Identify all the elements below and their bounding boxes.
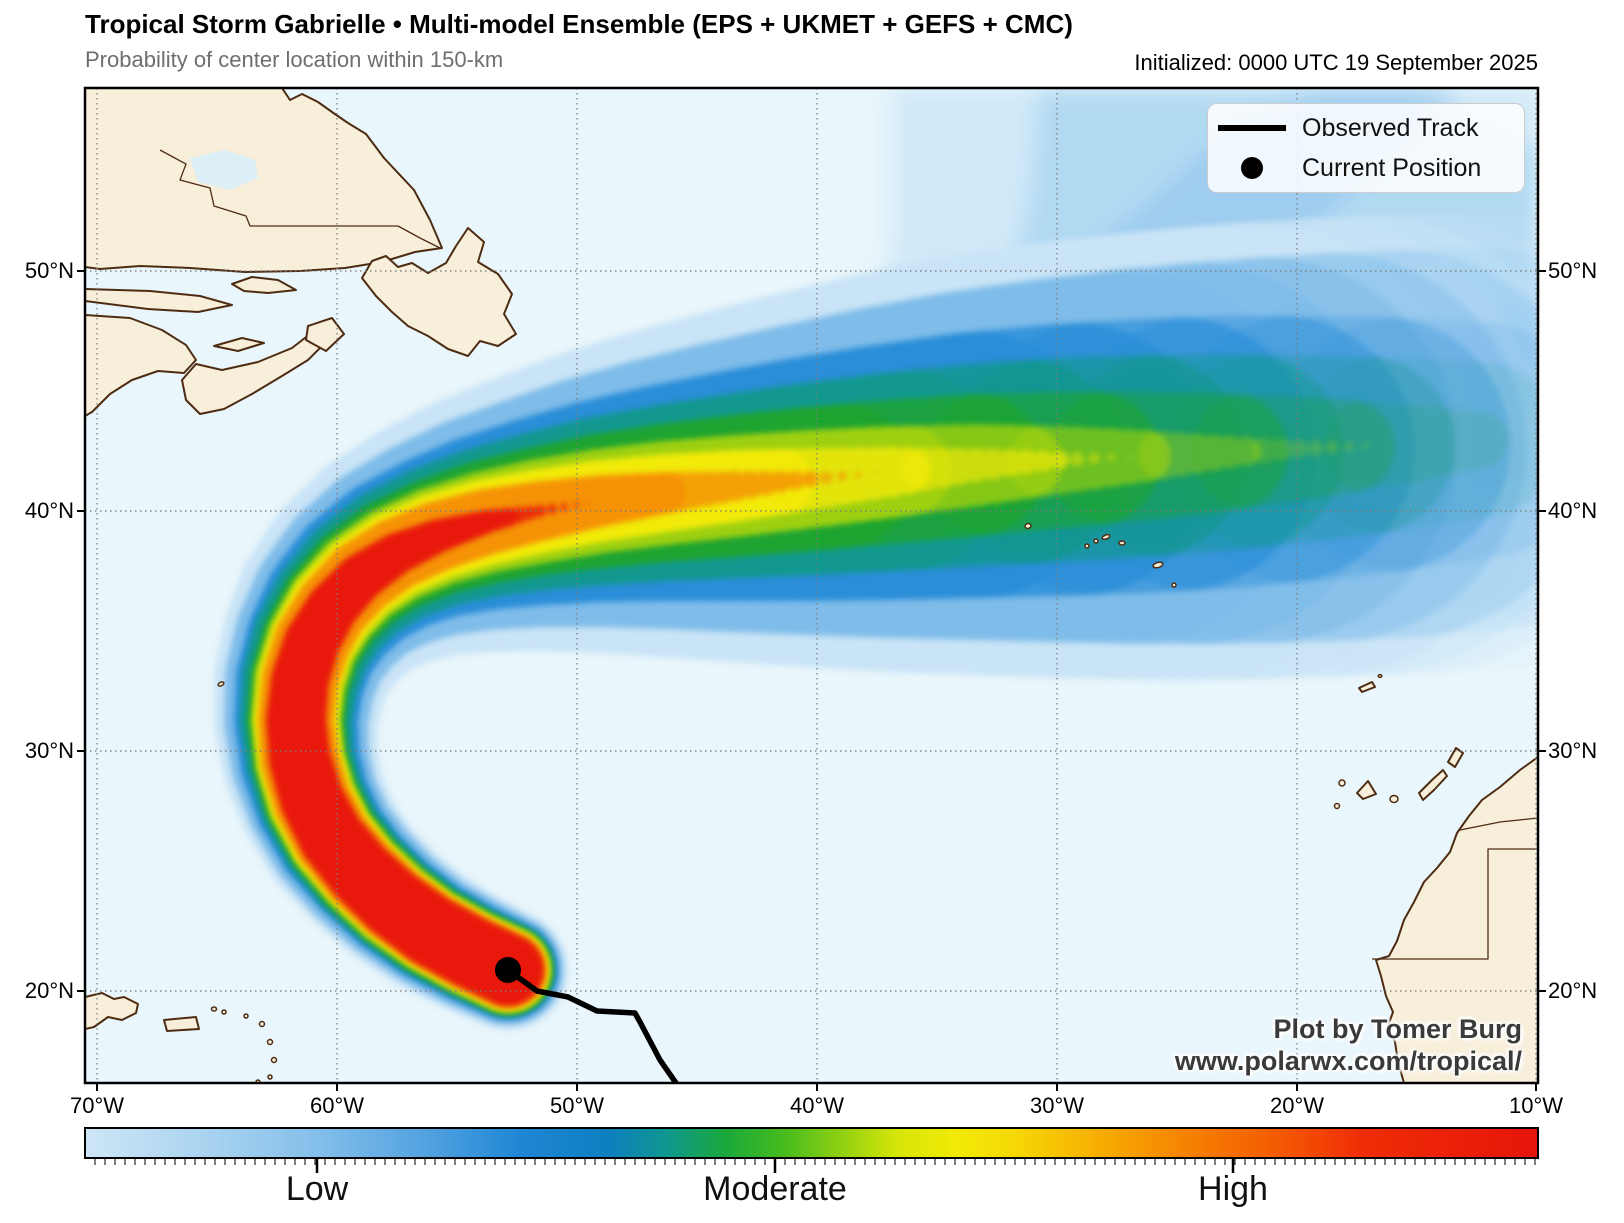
islet-virgin-2 (221, 1009, 227, 1015)
islet-leeward-3 (266, 1038, 274, 1046)
colorbar-major-ticks (315, 1159, 1235, 1173)
islet-azores-5 (1118, 540, 1126, 546)
lat-label-right: 50°N (1548, 258, 1598, 283)
page-subtitle: Probability of center location within 15… (85, 47, 504, 72)
lon-label: 10°W (1508, 1093, 1564, 1118)
current-position-dot-icon (1218, 157, 1286, 179)
lanzarote (1447, 747, 1464, 768)
legend-row-observed-track: Observed Track (1208, 108, 1524, 148)
islet-bermuda (217, 681, 225, 687)
lake (190, 150, 258, 190)
puerto-rico (163, 1016, 200, 1032)
colorbar-label-low: Low (285, 1170, 349, 1208)
islet-azores-3 (1093, 538, 1099, 544)
africa-coast (1375, 756, 1538, 1083)
madeira (1358, 681, 1376, 693)
new-brunswick-maine (85, 314, 197, 417)
plume-layer-red (266, 501, 590, 1006)
gaspe-peninsula (85, 288, 233, 313)
islet-porto-santo (1377, 673, 1383, 679)
islet-leeward-2 (258, 1020, 266, 1028)
west-sahara-border (1372, 848, 1538, 960)
map-frame (83, 86, 1540, 1085)
islet-la-palma (1338, 779, 1346, 787)
lon-label: 20°W (1269, 1093, 1325, 1118)
prince-edward-island (213, 337, 265, 352)
anticosti-island (231, 276, 297, 294)
colorbar-label-moderate: Moderate (703, 1170, 847, 1208)
legend-observed-track-label: Observed Track (1302, 113, 1479, 142)
graticule (85, 88, 1538, 1083)
islet-azores-1 (1024, 522, 1032, 530)
islet-azores-6 (1152, 561, 1164, 569)
colorbar-minor-ticks (94, 1159, 1536, 1165)
lat-label-left: 30°N (24, 738, 74, 763)
legend-current-position-label: Current Position (1302, 153, 1482, 182)
lat-label-left: 40°N (24, 498, 74, 523)
islet-azores-2 (1084, 543, 1090, 549)
morocco-border (1459, 817, 1538, 831)
islet-leeward-4 (270, 1056, 278, 1064)
islet-azores-4 (1101, 533, 1111, 541)
lon-label: 70°W (69, 1093, 125, 1118)
probability-plume (213, 210, 1538, 1030)
attribution-author: Plot by Tomer Burg (1273, 1014, 1522, 1044)
newfoundland (361, 227, 517, 357)
labrador-quebec-border (159, 149, 441, 249)
islet-virgin-1 (210, 1006, 218, 1012)
hispaniola (85, 992, 139, 1030)
lon-label: 40°W (789, 1093, 845, 1118)
lon-label: 60°W (309, 1093, 365, 1118)
current-position-marker (495, 957, 521, 983)
lon-label: 50°W (549, 1093, 605, 1118)
map-content (85, 88, 1538, 1083)
observed-track-line (505, 967, 679, 1083)
lat-label-right: 40°N (1548, 498, 1598, 523)
lat-label-left: 20°N (24, 978, 74, 1003)
lat-label-left: 50°N (24, 258, 74, 283)
lat-label-right: 20°N (1548, 978, 1598, 1003)
lat-label-right: 30°N (1548, 738, 1598, 763)
landmasses (85, 88, 1538, 1083)
colorbar-label-high: High (1198, 1170, 1268, 1208)
cape-breton (305, 317, 345, 352)
page-title: Tropical Storm Gabrielle • Multi-model E… (85, 9, 1073, 39)
fuerteventura (1418, 769, 1448, 801)
islet-windward-1 (267, 1074, 273, 1080)
legend: Observed Track Current Position (1207, 103, 1525, 193)
islet-el-hierro (1333, 802, 1341, 810)
nova-scotia (181, 333, 327, 415)
attribution-url: www.polarwx.com/tropical/ (1174, 1046, 1522, 1076)
legend-row-current-position: Current Position (1208, 148, 1524, 188)
tenerife (1356, 780, 1377, 800)
observed-track-line-icon (1218, 125, 1286, 131)
islet-azores-7 (1171, 582, 1177, 588)
islet-gran-canaria (1389, 794, 1399, 804)
lon-label: 30°W (1029, 1093, 1085, 1118)
initialization-time: Initialized: 0000 UTC 19 September 2025 (1134, 50, 1538, 75)
colorbar (84, 1127, 1539, 1159)
islet-leeward-1 (243, 1013, 249, 1019)
axis-ticks (77, 270, 1546, 1091)
